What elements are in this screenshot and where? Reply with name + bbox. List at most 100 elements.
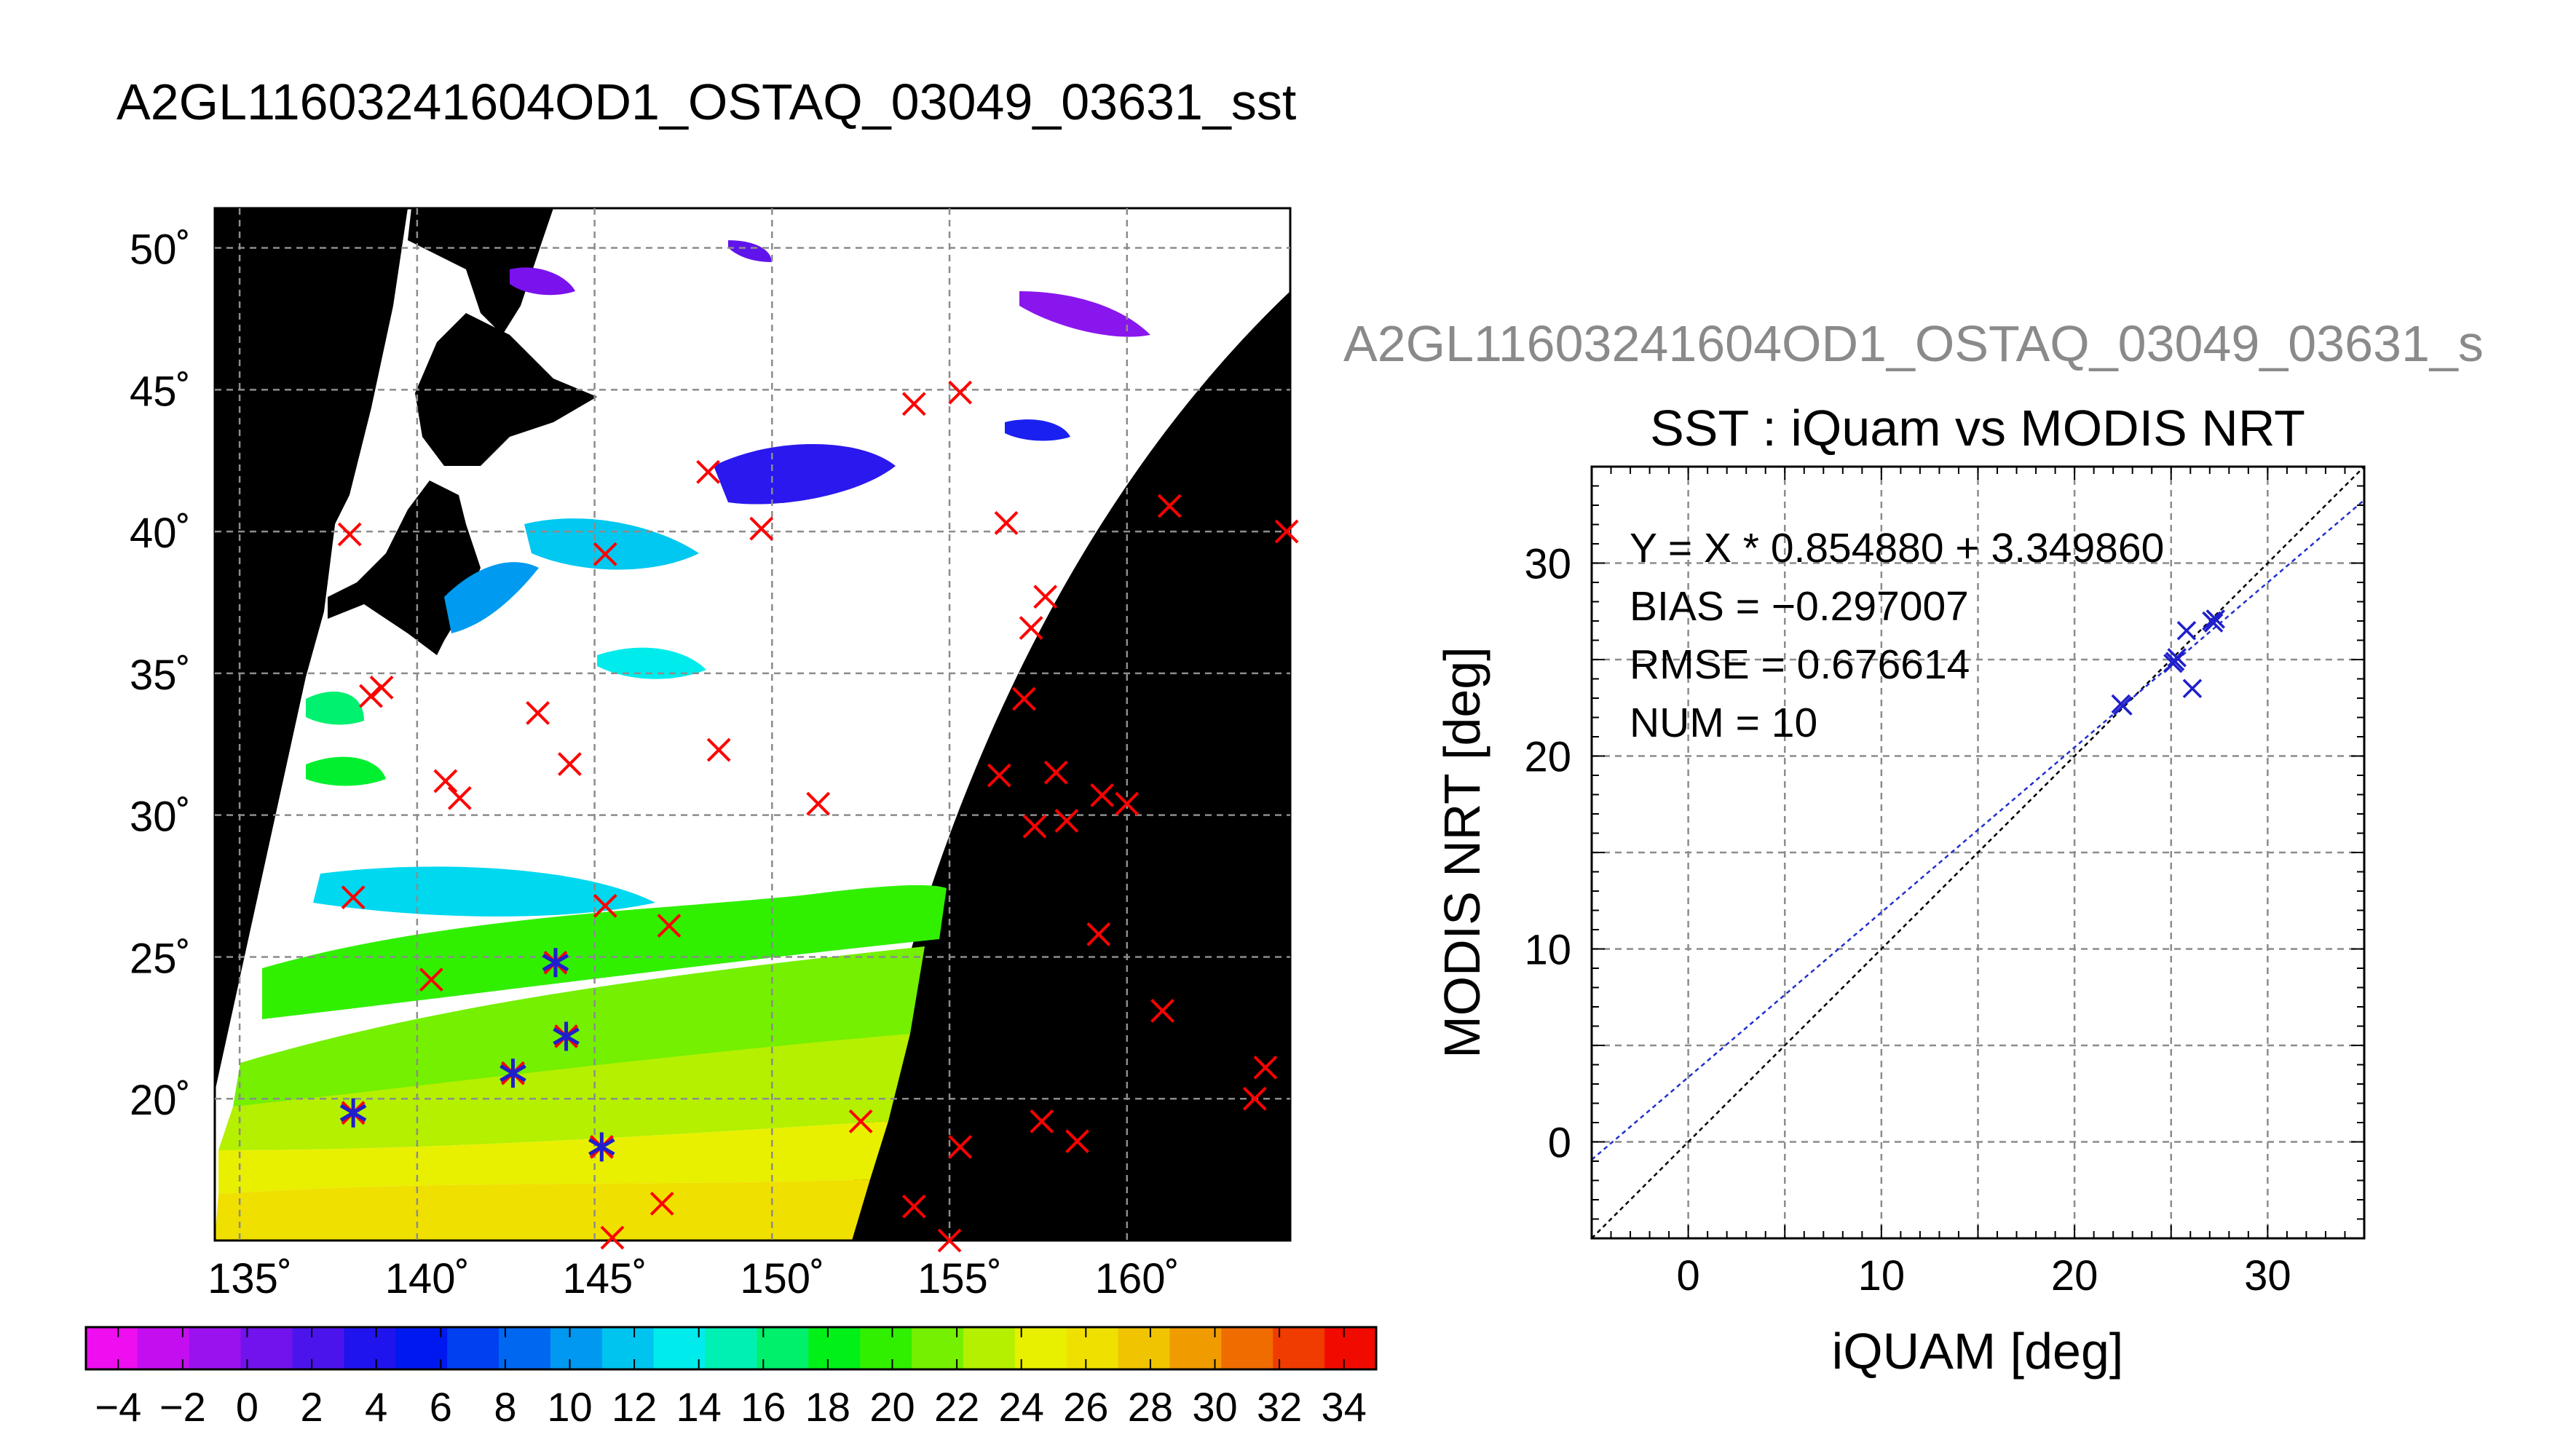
land-honshu [328, 480, 481, 655]
map-lat-label: 40˚ [130, 510, 191, 557]
colorbar-tick-label: 12 [612, 1384, 657, 1430]
stats-line: NUM = 10 [1630, 700, 1817, 746]
iquam-marker [901, 392, 926, 416]
iquam-marker [706, 737, 731, 762]
iquam-marker [1090, 783, 1115, 807]
matchup-marker [499, 1059, 526, 1088]
map-lat-label: 35˚ [130, 652, 191, 699]
scatter-point [2165, 652, 2185, 671]
land-sakhalin [408, 208, 553, 335]
iquam-marker [1022, 814, 1047, 839]
map-lon-label: 140˚ [385, 1255, 470, 1302]
colorbar-tick-label: 30 [1192, 1384, 1237, 1430]
colorbar-cell [550, 1327, 603, 1369]
iquam-marker [341, 885, 366, 910]
overlay-title: A2GL11603241604OD1_OSTAQ_03049_03631_s [1343, 315, 2484, 372]
iquam-marker [657, 914, 682, 938]
stats-line: RMSE = 0.676614 [1630, 641, 1970, 688]
y-axis-label: MODIS NRT [deg] [1434, 646, 1490, 1058]
iquam-marker [1253, 1055, 1278, 1080]
iquam-marker [901, 1194, 926, 1219]
map-lon-label: 145˚ [563, 1255, 647, 1302]
stats-line: BIAS = −0.297007 [1630, 583, 1969, 630]
iquam-marker [1043, 760, 1068, 785]
x-tick-label: 20 [2051, 1252, 2098, 1299]
map-gridlines [215, 208, 1290, 1241]
iquam-marker [1157, 494, 1182, 518]
iquam-marker [1054, 809, 1079, 833]
colorbar-tick-label: 26 [1063, 1384, 1108, 1430]
colorbar-cell [1118, 1327, 1171, 1369]
colorbar-cell [963, 1327, 1016, 1369]
colorbar-cell [653, 1327, 706, 1369]
map-markers [337, 380, 1299, 1253]
colorbar-tick-label: 20 [869, 1384, 915, 1430]
map-lat-label: 25˚ [130, 935, 191, 982]
map-lat-label: 45˚ [130, 368, 191, 415]
map-lon-label: 135˚ [208, 1255, 292, 1302]
scatter-point [2182, 678, 2203, 698]
iquam-marker [419, 968, 443, 992]
colorbar-tick-label: 18 [805, 1384, 850, 1430]
x-tick-label: 0 [1676, 1252, 1699, 1299]
iquam-marker [994, 510, 1019, 535]
iquam-marker [447, 786, 472, 810]
colorbar-cell [1169, 1327, 1222, 1369]
iquam-marker [593, 542, 617, 566]
colorbar-tick-label: 4 [365, 1384, 387, 1430]
matchup-marker [553, 1021, 580, 1051]
scatter-points [2111, 609, 2225, 716]
colorbar-tick-label: 28 [1128, 1384, 1173, 1430]
iquam-marker [649, 1191, 674, 1216]
colorbar-tick-label: 34 [1322, 1384, 1367, 1430]
x-tick-label: 30 [2244, 1252, 2291, 1299]
iquam-marker [1115, 791, 1140, 816]
colorbar-tick-label: 32 [1257, 1384, 1302, 1430]
colorbar-tick-label: 8 [494, 1384, 516, 1430]
iquam-marker [987, 763, 1011, 788]
iquam-marker [1019, 616, 1043, 640]
iquam-marker [526, 701, 550, 725]
iquam-marker [937, 1228, 962, 1253]
main-title: A2GL11603241604OD1_OSTAQ_03049_03631_sst [117, 74, 1297, 130]
iquam-marker [806, 791, 831, 816]
colorbar-cell [86, 1327, 138, 1369]
colorbar-cell [189, 1327, 242, 1369]
colorbar-tick-label: 22 [934, 1384, 979, 1430]
map-lon-labels: 135˚ 140˚ 145˚ 150˚ 155˚ 160˚ [208, 1255, 1180, 1302]
iquam-marker [433, 769, 458, 794]
colorbar-tick-label: −2 [159, 1384, 206, 1430]
colorbar-cell [137, 1327, 190, 1369]
map-lat-labels: 50˚ 45˚ 40˚ 35˚ 30˚ 25˚ 20˚ [130, 226, 191, 1125]
iquam-marker [1274, 519, 1299, 544]
colorbar-cell [344, 1327, 396, 1369]
scatter-point [2205, 609, 2225, 629]
colorbar-cell [705, 1327, 758, 1369]
map-lon-label: 160˚ [1095, 1255, 1180, 1302]
iquam-marker [593, 893, 617, 918]
iquam-marker [1065, 1129, 1089, 1154]
map-lon-label: 155˚ [917, 1255, 1002, 1302]
iquam-marker [369, 675, 394, 700]
iquam-marker [337, 522, 362, 547]
colorbar-tick-label: 0 [236, 1384, 258, 1430]
colorbar-cell [292, 1327, 344, 1369]
colorbar-cell [1014, 1327, 1067, 1369]
colorbar-cell [1221, 1327, 1273, 1369]
colorbar-tick-label: 24 [999, 1384, 1044, 1430]
iquam-marker [948, 1135, 973, 1159]
colorbar-tick-label: 10 [547, 1384, 592, 1430]
map-lat-label: 30˚ [130, 794, 191, 841]
colorbar-cell [912, 1327, 964, 1369]
colorbar-tick-label: 16 [741, 1384, 786, 1430]
iquam-marker [948, 380, 973, 405]
map-lat-label: 50˚ [130, 226, 191, 274]
scatter-point [2113, 696, 2133, 716]
regression-line [1592, 499, 2364, 1160]
regression-stats: Y = X * 0.854880 + 3.349860 BIAS = −0.297… [1630, 525, 2164, 746]
colorbar-cell [601, 1327, 655, 1369]
iquam-marker [1033, 585, 1058, 609]
y-tick-label: 0 [1548, 1120, 1571, 1167]
y-tick-label: 10 [1524, 927, 1571, 974]
